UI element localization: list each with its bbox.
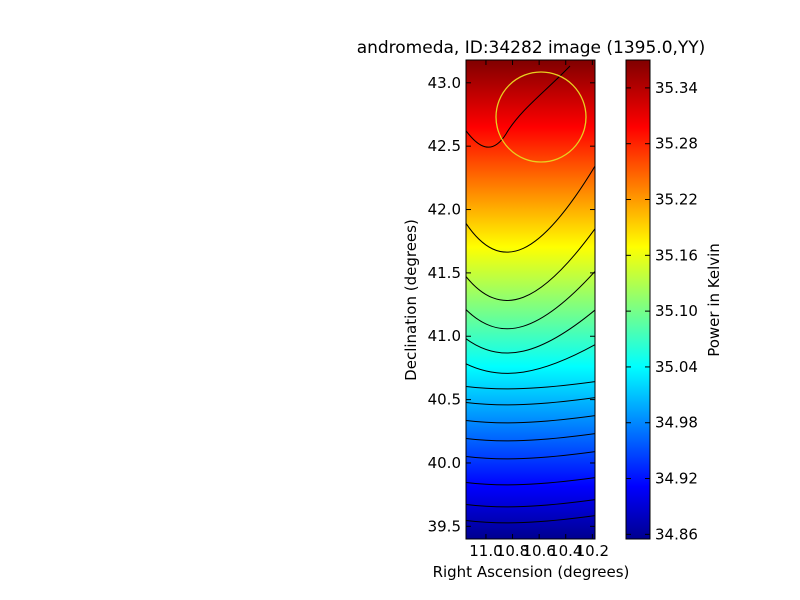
contour-line — [466, 415, 595, 424]
x-tick-label: 10.6 — [522, 542, 555, 560]
colorbar-label: Power in Kelvin — [705, 243, 723, 357]
colorbar-tick-label: 35.16 — [655, 246, 698, 264]
x-tick-label: 11.0 — [469, 542, 502, 560]
y-tick-label: 42.5 — [428, 137, 461, 155]
colorbar-frame — [625, 59, 651, 540]
contour-line — [466, 381, 595, 390]
colorbar-tick-label: 34.98 — [655, 414, 698, 432]
x-axis: 11.010.810.610.410.2 — [469, 60, 609, 560]
chart-title: andromeda, ID:34282 image (1395.0,YY) — [357, 38, 706, 58]
y-tick-label: 42.0 — [428, 201, 461, 219]
contour-line — [466, 451, 595, 460]
y-tick-label: 40.5 — [428, 391, 461, 409]
contour-line — [466, 309, 595, 354]
colorbar-tick-label: 35.22 — [655, 191, 698, 209]
x-tick-label: 10.4 — [549, 542, 582, 560]
contour-line — [466, 270, 595, 330]
heatmap-background — [466, 60, 595, 539]
colorbar-tick-label: 35.10 — [655, 302, 698, 320]
y-tick-label: 39.5 — [428, 517, 461, 535]
colorbar-tick-label: 35.04 — [655, 358, 698, 376]
contour-line — [466, 515, 595, 524]
colorbar-tick-label: 35.28 — [655, 135, 698, 153]
x-tick-label: 10.8 — [496, 542, 529, 560]
colorbar-tick-label: 35.34 — [655, 79, 698, 97]
contour-line — [466, 477, 595, 486]
contour-line — [466, 227, 595, 301]
heatmap-plot-area — [465, 59, 596, 540]
colorbar-gradient — [626, 60, 650, 539]
colorbar-ticks: 34.86 34.92 34.98 35.04 35.10 35.16 35.22 35.28… — [626, 79, 698, 543]
contour-line — [466, 344, 595, 374]
contour-line — [466, 499, 595, 508]
y-tick-label: 41.5 — [428, 264, 461, 282]
y-tick-label: 41.0 — [428, 327, 461, 345]
y-axis: 39.5 40.0 40.5 41.0 41.5 42.0 42.5 43.0 — [428, 74, 595, 535]
plot-frame — [465, 59, 596, 540]
contour-line — [466, 433, 595, 442]
contour-lines — [466, 65, 595, 524]
colorbar-tick-label: 34.86 — [655, 525, 698, 543]
y-tick-label: 40.0 — [428, 454, 461, 472]
y-axis-label: Declination (degrees) — [402, 219, 420, 381]
contour-line — [466, 65, 571, 148]
contour-line — [466, 397, 595, 406]
colorbar-tick-label: 34.92 — [655, 470, 698, 488]
contour-line — [466, 165, 595, 253]
y-tick-label: 43.0 — [428, 74, 461, 92]
x-tick-label: 10.2 — [576, 542, 609, 560]
beam-circle — [495, 71, 587, 163]
x-axis-label: Right Ascension (degrees) — [433, 563, 630, 581]
colorbar: 34.86 34.92 34.98 35.04 35.10 35.16 35.22 35.28… — [625, 59, 698, 543]
